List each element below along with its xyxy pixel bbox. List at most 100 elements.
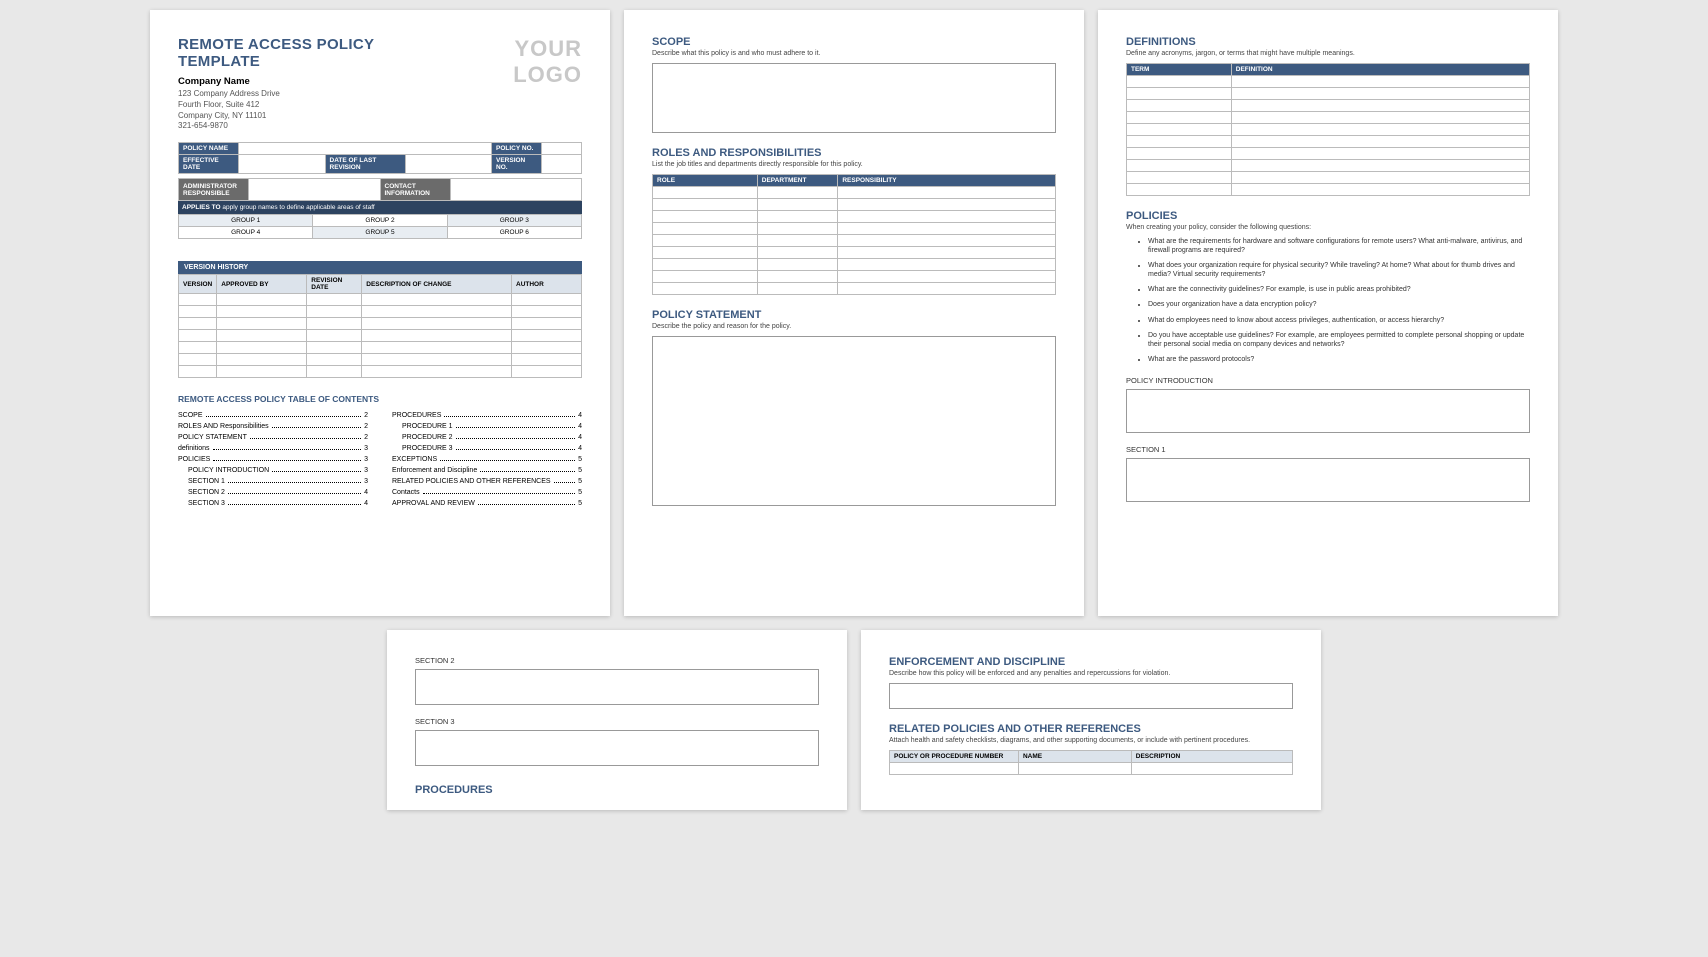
table-cell[interactable] [179, 318, 217, 330]
table-cell[interactable] [362, 318, 512, 330]
table-cell[interactable] [838, 283, 1056, 295]
table-row[interactable] [653, 199, 1056, 211]
table-cell[interactable] [1127, 76, 1232, 88]
table-cell[interactable] [1231, 124, 1529, 136]
section1-input[interactable] [1126, 458, 1530, 502]
table-cell[interactable] [1127, 172, 1232, 184]
toc-entry[interactable]: Contacts5 [392, 489, 582, 496]
toc-entry[interactable]: POLICIES3 [178, 456, 368, 463]
table-cell[interactable] [1231, 88, 1529, 100]
table-cell[interactable] [512, 294, 582, 306]
table-row[interactable] [653, 223, 1056, 235]
field-last-revision[interactable] [405, 155, 492, 174]
table-row[interactable] [1127, 88, 1530, 100]
table-cell[interactable] [838, 235, 1056, 247]
group-cell[interactable]: GROUP 1 [179, 215, 313, 227]
table-cell[interactable] [1127, 148, 1232, 160]
table-cell[interactable] [890, 763, 1019, 775]
table-cell[interactable] [179, 366, 217, 378]
table-cell[interactable] [838, 223, 1056, 235]
table-cell[interactable] [179, 330, 217, 342]
group-cell[interactable]: GROUP 3 [447, 215, 581, 227]
toc-entry[interactable]: EXCEPTIONS5 [392, 456, 582, 463]
table-row[interactable] [1127, 76, 1530, 88]
table-cell[interactable] [1127, 136, 1232, 148]
table-cell[interactable] [653, 247, 758, 259]
table-row[interactable] [1127, 112, 1530, 124]
table-cell[interactable] [1127, 88, 1232, 100]
table-row[interactable] [179, 342, 582, 354]
section2-input[interactable] [415, 669, 819, 705]
toc-entry[interactable]: PROCEDURE 34 [392, 445, 582, 452]
policy-intro-input[interactable] [1126, 389, 1530, 433]
group-cell[interactable]: GROUP 6 [447, 227, 581, 239]
table-cell[interactable] [757, 247, 838, 259]
table-cell[interactable] [307, 342, 362, 354]
table-cell[interactable] [217, 318, 307, 330]
toc-entry[interactable]: ROLES AND Responsibilities2 [178, 423, 368, 430]
table-cell[interactable] [653, 211, 758, 223]
table-cell[interactable] [362, 354, 512, 366]
table-row[interactable] [179, 318, 582, 330]
toc-entry[interactable]: APPROVAL AND REVIEW5 [392, 500, 582, 507]
toc-entry[interactable]: POLICY STATEMENT2 [178, 434, 368, 441]
table-cell[interactable] [838, 271, 1056, 283]
toc-entry[interactable]: Enforcement and Discipline5 [392, 467, 582, 474]
scope-input[interactable] [652, 63, 1056, 133]
table-cell[interactable] [307, 366, 362, 378]
table-cell[interactable] [307, 306, 362, 318]
table-cell[interactable] [362, 366, 512, 378]
table-row[interactable] [653, 211, 1056, 223]
table-row[interactable] [653, 259, 1056, 271]
table-cell[interactable] [512, 354, 582, 366]
table-row[interactable] [653, 283, 1056, 295]
table-cell[interactable] [1231, 148, 1529, 160]
table-cell[interactable] [757, 283, 838, 295]
table-cell[interactable] [1231, 184, 1529, 196]
table-cell[interactable] [757, 211, 838, 223]
table-row[interactable] [1127, 160, 1530, 172]
table-cell[interactable] [362, 294, 512, 306]
table-cell[interactable] [217, 366, 307, 378]
table-cell[interactable] [1127, 184, 1232, 196]
table-cell[interactable] [838, 211, 1056, 223]
table-row[interactable] [1127, 100, 1530, 112]
table-cell[interactable] [1018, 763, 1131, 775]
toc-entry[interactable]: SECTION 13 [178, 478, 368, 485]
table-cell[interactable] [179, 354, 217, 366]
table-cell[interactable] [757, 223, 838, 235]
table-cell[interactable] [1231, 172, 1529, 184]
table-cell[interactable] [1231, 136, 1529, 148]
table-row[interactable] [653, 271, 1056, 283]
table-cell[interactable] [512, 306, 582, 318]
table-row[interactable] [1127, 172, 1530, 184]
field-effective-date[interactable] [239, 155, 326, 174]
toc-entry[interactable]: definitions3 [178, 445, 368, 452]
field-admin-responsible[interactable] [249, 179, 381, 201]
table-row[interactable] [1127, 124, 1530, 136]
table-cell[interactable] [512, 366, 582, 378]
table-cell[interactable] [512, 342, 582, 354]
table-cell[interactable] [307, 330, 362, 342]
table-cell[interactable] [362, 342, 512, 354]
table-cell[interactable] [179, 294, 217, 306]
field-policy-no[interactable] [542, 143, 582, 155]
table-cell[interactable] [217, 330, 307, 342]
field-contact-info[interactable] [450, 179, 582, 201]
table-cell[interactable] [1231, 76, 1529, 88]
table-cell[interactable] [1231, 100, 1529, 112]
table-row[interactable] [179, 354, 582, 366]
table-cell[interactable] [838, 247, 1056, 259]
table-cell[interactable] [1131, 763, 1292, 775]
table-cell[interactable] [179, 342, 217, 354]
table-row[interactable] [179, 294, 582, 306]
table-cell[interactable] [653, 223, 758, 235]
section3-input[interactable] [415, 730, 819, 766]
field-version-no[interactable] [542, 155, 582, 174]
table-row[interactable] [179, 330, 582, 342]
table-cell[interactable] [838, 199, 1056, 211]
enforce-input[interactable] [889, 683, 1293, 709]
table-row[interactable] [179, 306, 582, 318]
table-cell[interactable] [217, 342, 307, 354]
table-cell[interactable] [757, 271, 838, 283]
